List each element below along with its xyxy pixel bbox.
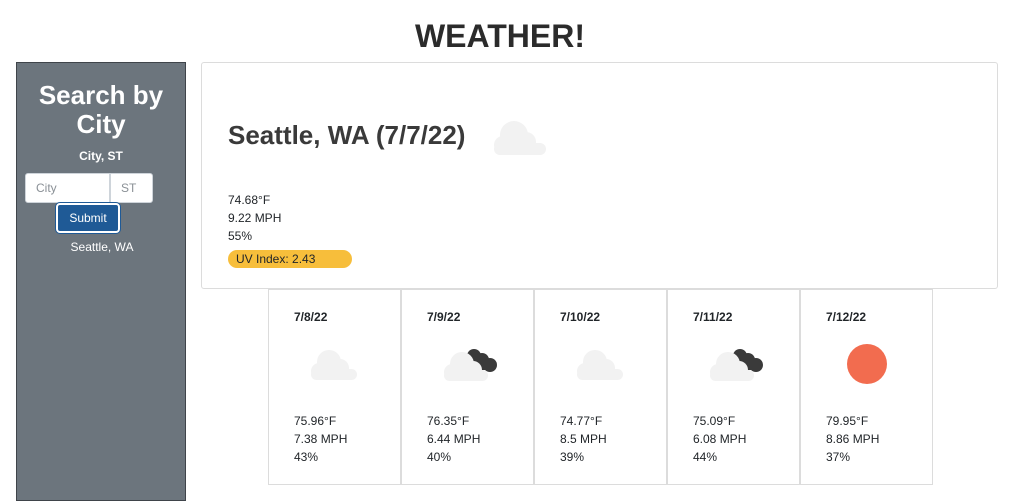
forecast-date: 7/12/22: [826, 310, 867, 324]
cloud-icon: [490, 115, 550, 164]
cloudy-night-icon: [706, 344, 766, 389]
current-temperature: 74.68°F: [228, 193, 271, 207]
history-item-seattle[interactable]: Seattle, WA: [70, 240, 134, 254]
forecast-wind: 8.86 MPH: [826, 432, 880, 446]
forecast-stats: 74.77°F 8.5 MPH 39%: [560, 412, 607, 466]
current-city-title: Seattle, WA (7/7/22): [228, 120, 466, 150]
search-form: [25, 173, 153, 203]
forecast-humidity: 37%: [826, 450, 851, 464]
forecast-stats: 75.96°F 7.38 MPH 43%: [294, 412, 347, 466]
forecast-wind: 6.08 MPH: [693, 432, 747, 446]
forecast-date: 7/11/22: [693, 310, 733, 324]
forecast-humidity: 40%: [427, 450, 452, 464]
forecast-temperature: 76.35°F: [427, 414, 470, 428]
forecast-temperature: 79.95°F: [826, 414, 869, 428]
forecast-humidity: 39%: [560, 450, 585, 464]
forecast-temperature: 75.09°F: [693, 414, 736, 428]
sidebar-heading: Search by City: [38, 80, 164, 139]
city-input[interactable]: [25, 173, 110, 203]
forecast-date: 7/9/22: [427, 310, 461, 324]
forecast-temperature: 74.77°F: [560, 414, 603, 428]
forecast-humidity: 43%: [294, 450, 319, 464]
submit-button[interactable]: Submit: [56, 203, 120, 233]
forecast-temperature: 75.96°F: [294, 414, 337, 428]
uv-index-badge: UV Index: 2.43: [228, 250, 352, 268]
forecast-card: 7/11/22 75.09°F 6.08 MPH 44%: [667, 289, 800, 485]
forecast-stats: 76.35°F 6.44 MPH 40%: [427, 412, 480, 466]
forecast-card: 7/10/22 74.77°F 8.5 MPH 39%: [534, 289, 667, 485]
cloud-icon: [573, 344, 627, 389]
forecast-wind: 8.5 MPH: [560, 432, 607, 446]
current-wind: 9.22 MPH: [228, 211, 282, 225]
forecast-stats: 75.09°F 6.08 MPH 44%: [693, 412, 746, 466]
current-humidity: 55%: [228, 229, 253, 243]
forecast-humidity: 44%: [693, 450, 718, 464]
forecast-wind: 6.44 MPH: [427, 432, 481, 446]
forecast-card: 7/8/22 75.96°F 7.38 MPH 43%: [268, 289, 401, 485]
forecast-card: 7/12/22 79.95°F 8.86 MPH 37%: [800, 289, 933, 485]
search-hint: City, ST: [79, 149, 123, 163]
forecast-date: 7/8/22: [294, 310, 328, 324]
forecast-stats: 79.95°F 8.86 MPH 37%: [826, 412, 879, 466]
page-title: WEATHER!: [414, 18, 586, 54]
forecast-date: 7/10/22: [560, 310, 601, 324]
search-sidebar: Search by City City, ST Submit Seattle, …: [16, 62, 186, 501]
sun-icon: [839, 344, 893, 389]
current-weather-card: Seattle, WA (7/7/22) 74.68°F 9.22 MPH 55…: [201, 62, 998, 289]
forecast-row: 7/8/22 75.96°F 7.38 MPH 43% 7/9/22: [268, 289, 933, 485]
current-stats: 74.68°F 9.22 MPH 55%: [228, 191, 281, 245]
state-input[interactable]: [110, 173, 153, 203]
cloudy-night-icon: [440, 344, 500, 389]
forecast-wind: 7.38 MPH: [294, 432, 348, 446]
forecast-card: 7/9/22 76.35°F 6.44 MPH 40%: [401, 289, 534, 485]
cloud-icon: [307, 344, 361, 389]
